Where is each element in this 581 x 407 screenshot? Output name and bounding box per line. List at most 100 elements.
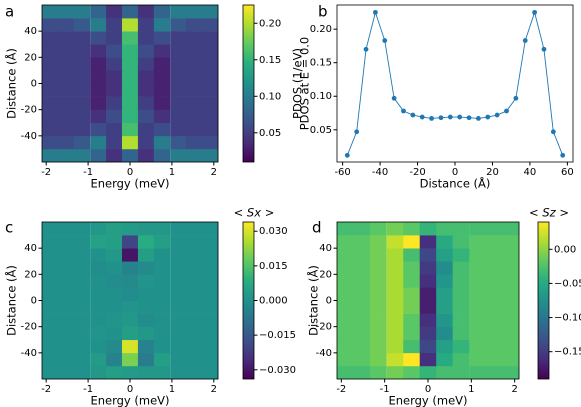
heatmap-cell [502,339,520,354]
colorbar-label: < Sz > [529,206,569,220]
heatmap-cell [202,313,219,327]
heatmap-cell [41,96,59,110]
heatmap-cell [122,326,139,341]
x-axis-label: Energy (meV) [90,394,169,407]
heatmap-cell [73,83,91,97]
panel-letter: d [312,219,322,237]
x-tick-label: 20 [486,167,499,178]
heatmap-cell [369,274,387,288]
heatmap-cell [106,326,123,341]
heatmap-cell [369,313,387,327]
heatmap-cell [202,122,219,137]
heatmap-cell [419,235,437,249]
heatmap-cell [369,326,387,341]
heatmap-cell [137,287,155,301]
heatmap-cell [386,261,404,275]
heatmap-cell [336,326,354,341]
heatmap-cell [73,287,91,301]
heatmap-cell [57,122,75,137]
heatmap-cell [137,235,155,249]
heatmap-cell [41,18,59,32]
heatmap-cell [386,339,404,354]
heatmap-cell [57,248,75,262]
colorbar-tick-label: 0.00 [554,244,576,255]
heatmap-cell [122,57,139,71]
colorbar-label: < Sx > [234,206,275,220]
heatmap-cell [106,148,123,163]
panel-letter: c [5,219,13,237]
heatmap-cell [202,148,219,163]
heatmap-cell [202,109,219,124]
heatmap-cell [122,31,139,45]
y-tick-label: 0.15 [310,58,332,69]
heatmap-cell [73,326,91,341]
heatmap-cell [106,274,123,288]
heatmap-cell [153,109,171,124]
heatmap-cell [90,57,107,71]
heatmap-cell [202,326,219,341]
heatmap-cell [137,274,155,288]
heatmap-cell [170,261,187,275]
heatmap-cell [486,313,503,327]
heatmap-cell [90,44,107,58]
heatmap-cell [153,261,171,275]
heatmap-cell [73,44,91,58]
heatmap-cell [137,339,155,354]
heatmap-cell [90,135,107,150]
heatmap-cell [122,96,139,110]
heatmap-cell [137,248,155,262]
heatmap-cell [486,248,503,262]
x-tick-label: 2 [211,384,217,395]
heatmap-cell [436,261,454,275]
heatmap-cell [452,352,470,367]
heatmap-cell [419,313,437,327]
heatmap-cell [170,31,187,45]
heatmap-cell [186,96,203,110]
heatmap-cell [57,96,75,110]
heatmap-cell [202,135,219,150]
data-point [541,46,547,52]
heatmap-cell [170,70,187,84]
heatmap-cell [73,261,91,275]
heatmap-cell [469,339,487,354]
x-tick-label: 2 [211,167,217,178]
heatmap-cell [353,235,371,249]
heatmap-cell [153,44,171,58]
heatmap-cell [73,235,91,249]
heatmap-cell [73,352,91,367]
heatmap-cell [90,352,107,367]
heatmap-cell [386,235,404,249]
colorbar-tick-label: −0.15 [554,347,581,358]
heatmap-cell [106,222,123,236]
heatmap-cell [122,287,139,301]
data-line [346,10,564,156]
data-point [354,129,360,135]
heatmap-cell [90,313,107,327]
heatmap-cell [502,313,520,327]
heatmap-cell [353,352,371,367]
heatmap-cell [202,96,219,110]
heatmap-cell [403,300,421,314]
heatmap-cell [57,57,75,71]
heatmap-cell [73,248,91,262]
heatmap-cell [73,70,91,84]
axes-frame [336,221,520,380]
heatmap-cell [186,248,203,262]
heatmap-cell [57,235,75,249]
heatmap-cell [452,274,470,288]
heatmap-cell [170,148,187,163]
data-point [476,115,481,121]
heatmap-cell [336,261,354,275]
heatmap-cell [469,222,487,236]
heatmap-cell [469,274,487,288]
heatmap-cell [452,222,470,236]
heatmap-cell [436,352,454,367]
heatmap-cell [57,274,75,288]
heatmap-cell [57,70,75,84]
colorbar [242,4,255,163]
heatmap-cell [502,326,520,341]
heatmap-cell [106,83,123,97]
data-point [447,114,453,120]
heatmap-cell [502,352,520,367]
